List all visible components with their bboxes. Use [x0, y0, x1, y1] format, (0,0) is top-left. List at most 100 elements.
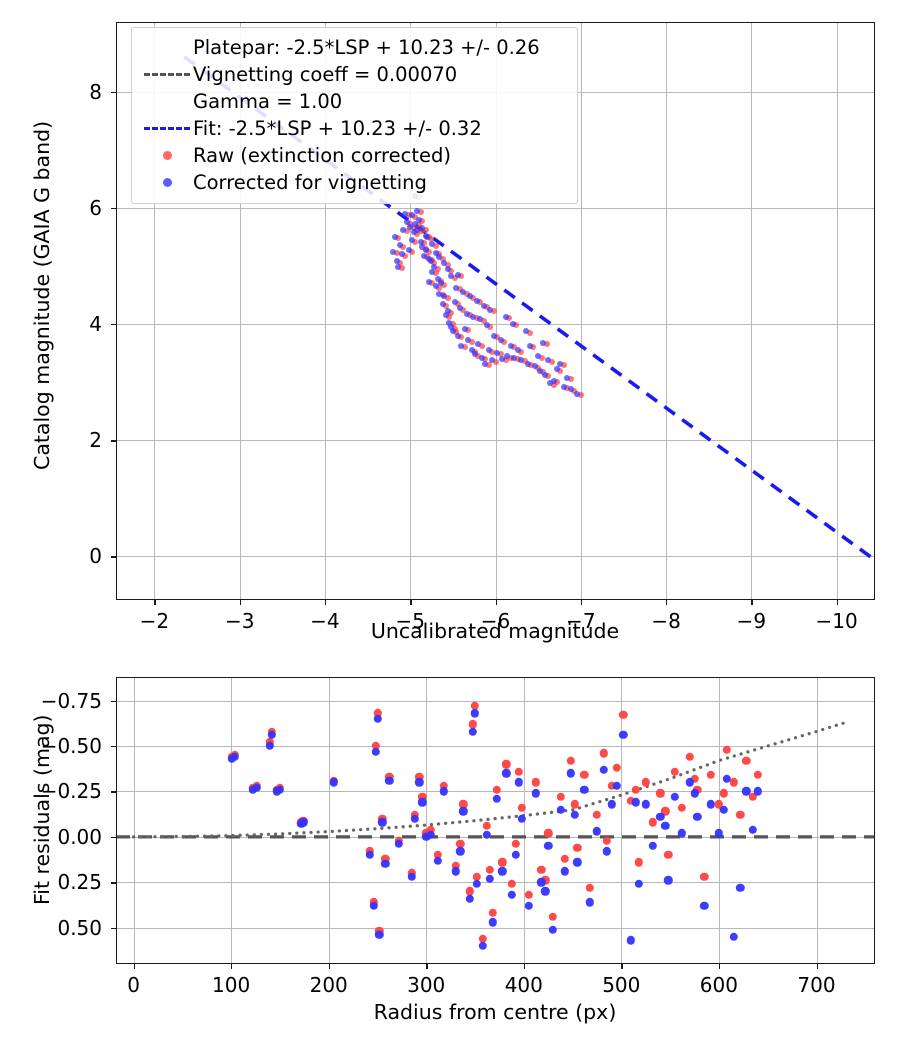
data-point	[378, 818, 387, 827]
gridline-vertical	[751, 22, 753, 600]
bottom-xaxis-label: Radius from centre (px)	[373, 1000, 617, 1024]
data-point	[748, 792, 758, 802]
y-tick-mark	[111, 700, 116, 702]
x-tick-mark	[133, 964, 135, 969]
data-point	[521, 358, 528, 365]
data-point	[492, 794, 501, 803]
x-tick-mark	[324, 600, 327, 605]
data-point	[677, 828, 686, 838]
data-point	[466, 293, 473, 300]
gridline-vertical	[231, 677, 233, 964]
gridline-horizontal	[116, 700, 875, 702]
data-point	[499, 355, 506, 362]
x-tick-mark	[621, 964, 623, 969]
data-point	[547, 380, 554, 387]
data-point	[736, 883, 745, 892]
data-point	[574, 390, 581, 397]
x-tick-mark	[231, 964, 233, 969]
data-point	[541, 876, 550, 885]
data-point	[456, 839, 465, 849]
data-point	[477, 299, 484, 305]
data-point	[230, 752, 240, 762]
data-point	[506, 315, 513, 322]
data-point	[531, 362, 538, 369]
y-tick-label: 4	[89, 312, 102, 337]
data-point	[634, 879, 644, 889]
data-point	[451, 861, 460, 871]
data-point	[436, 290, 443, 297]
data-point	[477, 316, 484, 323]
data-point	[444, 261, 451, 268]
data-point	[468, 719, 478, 729]
data-point	[524, 901, 533, 911]
data-point	[421, 832, 431, 841]
bottom-yaxis-label: Fit residuals (mag)	[30, 714, 54, 905]
data-point	[722, 774, 731, 783]
data-point	[517, 814, 526, 823]
gridline-horizontal	[116, 836, 875, 838]
legend: Platepar: -2.5*LSP + 10.23 +/- 0.26 Vigne…	[131, 27, 578, 204]
data-point	[714, 828, 724, 838]
data-point	[507, 354, 514, 361]
data-point	[619, 710, 628, 720]
data-point	[548, 925, 558, 934]
data-point	[433, 850, 443, 860]
data-point	[518, 357, 525, 364]
data-point	[478, 941, 487, 950]
data-point	[426, 830, 436, 840]
data-point	[448, 324, 455, 330]
data-point	[458, 333, 465, 340]
data-point	[484, 303, 490, 310]
gridline-vertical	[133, 677, 135, 964]
data-point	[492, 358, 499, 365]
x-tick-label: 400	[504, 973, 543, 997]
legend-key	[141, 127, 193, 130]
data-point	[470, 314, 477, 321]
data-point	[472, 879, 482, 889]
data-point	[631, 785, 641, 794]
data-point	[275, 785, 285, 794]
data-point	[526, 343, 533, 350]
data-point	[437, 280, 444, 287]
data-point	[511, 344, 518, 351]
data-point	[408, 236, 415, 243]
data-point	[449, 328, 456, 334]
data-point	[663, 850, 673, 860]
data-point	[470, 294, 477, 301]
data-point	[429, 240, 436, 247]
data-point	[475, 341, 482, 348]
data-point	[373, 714, 382, 723]
data-point	[463, 290, 470, 297]
data-point	[381, 859, 390, 869]
data-point	[451, 299, 458, 305]
gridline-horizontal	[116, 324, 875, 326]
data-point	[670, 792, 680, 802]
data-point	[371, 747, 380, 756]
legend-key	[141, 178, 193, 187]
data-point	[482, 830, 491, 840]
data-point	[571, 387, 577, 394]
data-point	[641, 799, 650, 809]
data-point	[502, 314, 509, 321]
data-point	[641, 778, 650, 787]
data-point	[265, 741, 275, 751]
legend-label: Platepar: -2.5*LSP + 10.23 +/- 0.26	[193, 35, 540, 59]
data-point	[543, 341, 550, 348]
data-point	[415, 216, 422, 223]
data-point	[475, 353, 482, 359]
x-tick-mark	[154, 600, 156, 605]
x-tick-mark	[495, 600, 497, 605]
legend-dashed-line-gray	[144, 73, 190, 76]
data-point	[419, 244, 426, 251]
data-point	[446, 314, 453, 321]
x-tick-label: −6	[480, 609, 511, 633]
data-point	[501, 769, 511, 778]
data-point	[607, 799, 616, 809]
data-point	[531, 789, 540, 798]
data-point	[381, 854, 390, 863]
data-point	[545, 357, 552, 364]
data-point	[412, 221, 419, 228]
y-tick-mark	[111, 791, 116, 793]
data-point	[414, 231, 420, 237]
data-point	[501, 759, 511, 769]
